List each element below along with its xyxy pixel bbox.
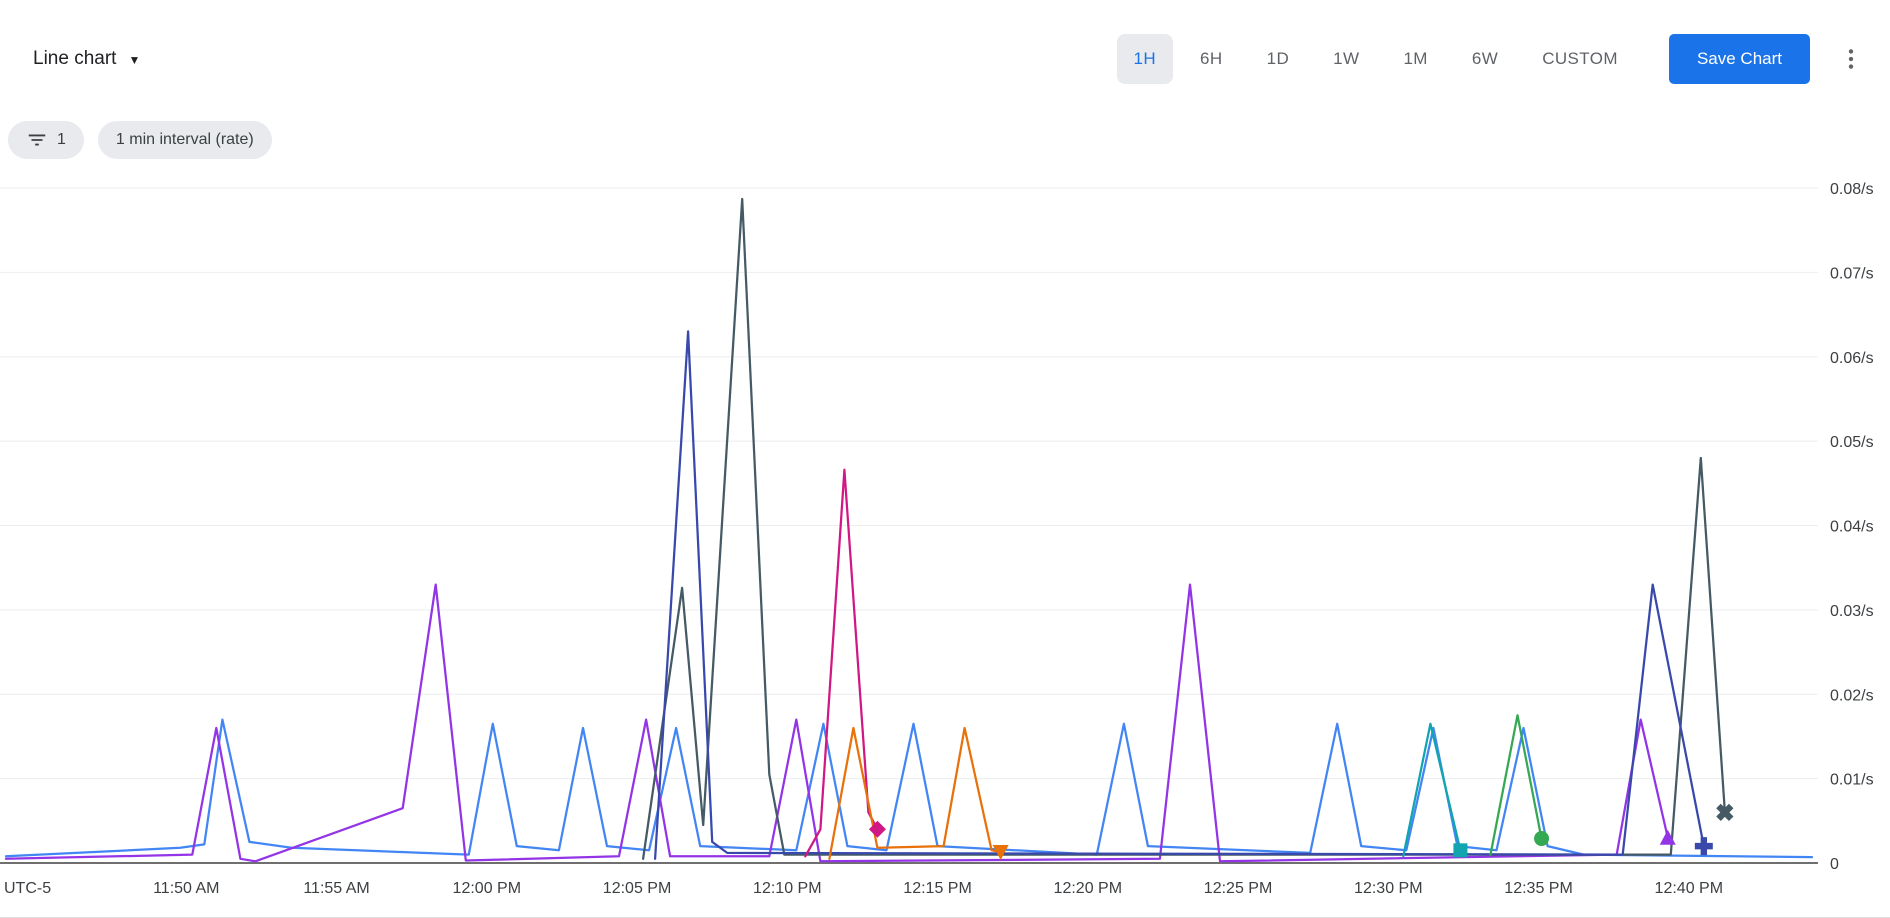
range-button-1d[interactable]: 1D bbox=[1250, 34, 1307, 84]
y-axis-label: 0.03/s bbox=[1830, 603, 1874, 620]
series-line-series-4-indigo[interactable] bbox=[653, 330, 1705, 860]
range-button-custom[interactable]: CUSTOM bbox=[1525, 34, 1635, 84]
filter-chip[interactable]: 1 bbox=[8, 121, 84, 159]
save-chart-button[interactable]: Save Chart bbox=[1668, 33, 1810, 84]
diamond-marker-series-5-magenta bbox=[868, 820, 886, 838]
range-button-6h[interactable]: 6H bbox=[1183, 34, 1240, 84]
chart-type-label: Line chart bbox=[33, 47, 117, 69]
range-button-1h[interactable]: 1H bbox=[1116, 33, 1174, 84]
timezone-label: UTC-5 bbox=[4, 880, 51, 897]
series-line-series-8-green[interactable] bbox=[1489, 714, 1543, 856]
line-chart[interactable]: 0 0.01/s 0.02/s 0.03/s 0.04/s 0.05/s 0.06/s 0.0… bbox=[0, 163, 1890, 918]
x-axis-label: 12:40 PM bbox=[1655, 880, 1723, 897]
series-line-series-3-slate[interactable] bbox=[641, 197, 1727, 860]
interval-chip[interactable]: 1 min interval (rate) bbox=[97, 121, 272, 159]
x-axis-label: 12:15 PM bbox=[903, 880, 971, 897]
x-axis-label: 12:00 PM bbox=[453, 880, 521, 897]
kebab-dots bbox=[1848, 48, 1854, 69]
range-button-1m[interactable]: 1M bbox=[1386, 34, 1444, 84]
plus-marker-series-4-indigo bbox=[1694, 837, 1713, 856]
y-axis-label: 0.08/s bbox=[1830, 181, 1874, 198]
chevron-down-icon: ▼ bbox=[128, 52, 141, 67]
y-axis-label: 0.01/s bbox=[1830, 772, 1874, 789]
time-range-selector: 1H 6H 1D 1W 1M 6W CUSTOM bbox=[1116, 33, 1635, 84]
x-axis-label: 11:55 AM bbox=[303, 880, 369, 897]
x-axis-label: 12:20 PM bbox=[1054, 880, 1122, 897]
y-axis-label: 0.05/s bbox=[1830, 434, 1874, 451]
chips-row: 1 1 min interval (rate) bbox=[0, 117, 1890, 163]
series-line-series-7-teal[interactable] bbox=[1402, 722, 1462, 858]
x-axis-label: 12:30 PM bbox=[1354, 880, 1422, 897]
series-line-series-2-purple[interactable] bbox=[4, 583, 1669, 863]
y-axis-label: 0.04/s bbox=[1830, 519, 1874, 536]
y-axis-label: 0.06/s bbox=[1830, 350, 1874, 367]
interval-chip-label: 1 min interval (rate) bbox=[115, 131, 254, 148]
range-button-6w[interactable]: 6W bbox=[1455, 34, 1515, 84]
x-marker-series-3-slate bbox=[1716, 803, 1734, 822]
x-axis-label: 12:10 PM bbox=[753, 880, 821, 897]
circle-marker-series-8-green bbox=[1534, 831, 1550, 847]
range-button-1w[interactable]: 1W bbox=[1316, 34, 1376, 84]
toolbar-right: 1H 6H 1D 1W 1M 6W CUSTOM Save Chart bbox=[1116, 33, 1869, 84]
y-axis-label: 0 bbox=[1830, 856, 1839, 873]
triangle-down-marker-series-6-orange bbox=[992, 845, 1009, 861]
series-line-series-6-orange[interactable] bbox=[828, 726, 1002, 860]
x-axis-label: 11:50 AM bbox=[153, 880, 219, 897]
filter-icon bbox=[26, 129, 48, 151]
more-options-icon[interactable] bbox=[1834, 38, 1868, 80]
triangle-up-marker-series-2-purple bbox=[1659, 829, 1676, 845]
chart-type-selector[interactable]: Line chart ▼ bbox=[33, 48, 140, 70]
y-axis-label: 0.02/s bbox=[1830, 687, 1874, 704]
square-marker-series-7-teal bbox=[1453, 843, 1468, 858]
filter-count: 1 bbox=[57, 131, 66, 148]
x-axis-label: 12:25 PM bbox=[1204, 880, 1272, 897]
x-axis-label: 12:35 PM bbox=[1504, 880, 1572, 897]
chart-toolbar: Line chart ▼ 1H 6H 1D 1W 1M 6W CUSTOM Sa… bbox=[0, 0, 1890, 117]
x-axis-label: 12:05 PM bbox=[603, 880, 671, 897]
chart-area: 0 0.01/s 0.02/s 0.03/s 0.04/s 0.05/s 0.06/s 0.0… bbox=[0, 163, 1890, 918]
y-axis-label: 0.07/s bbox=[1830, 265, 1874, 282]
